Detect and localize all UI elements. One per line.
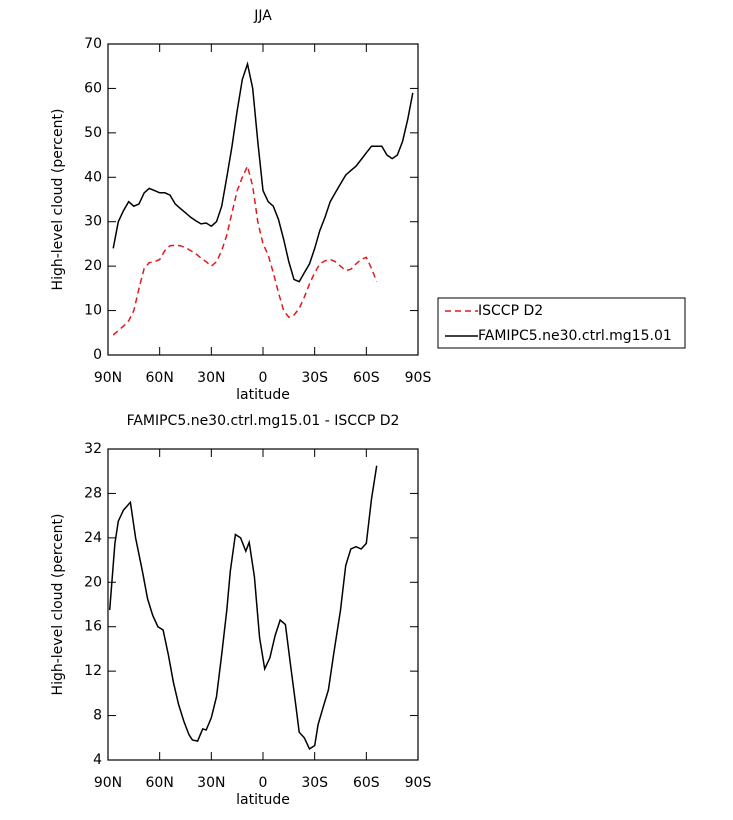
x-tick-label: 90N [94, 370, 122, 386]
y-tick-label: 8 [93, 708, 102, 724]
x-tick-label: 90S [405, 775, 432, 791]
y-tick-label: 28 [84, 485, 102, 501]
y-tick-label: 30 [84, 214, 102, 230]
legend-box [437, 297, 686, 349]
y-tick-label: 20 [84, 574, 102, 590]
y-tick-label: 24 [84, 530, 102, 546]
plot-frame [107, 43, 419, 356]
x-axis-label: latitude [236, 792, 290, 808]
y-tick-label: 12 [84, 663, 102, 679]
x-axis-label: latitude [236, 387, 290, 403]
x-tick-label: 60S [353, 775, 380, 791]
x-tick-label: 30S [301, 775, 328, 791]
y-axis-label: High-level cloud (percent) [50, 514, 66, 696]
y-tick-label: 32 [84, 441, 102, 457]
y-tick-label: 70 [84, 36, 102, 52]
y-axis-label: High-level cloud (percent) [50, 109, 66, 291]
series-line [112, 61, 414, 283]
x-tick-label: 0 [259, 775, 268, 791]
series-line [108, 465, 378, 750]
x-tick-label: 60N [146, 370, 174, 386]
y-tick-label: 20 [84, 258, 102, 274]
x-tick-label: 30S [301, 370, 328, 386]
legend-label: FAMIPC5.ne30.ctrl.mg15.01 [478, 328, 672, 344]
chart-title: FAMIPC5.ne30.ctrl.mg15.01 - ISCCP D2 [127, 413, 400, 429]
x-tick-label: 90N [94, 775, 122, 791]
chart-title: JJA [253, 8, 272, 24]
series-line [112, 163, 378, 336]
y-tick-label: 0 [93, 347, 102, 363]
y-tick-label: 10 [84, 303, 102, 319]
x-tick-label: 90S [405, 370, 432, 386]
legend-label: ISCCP D2 [478, 303, 543, 319]
y-tick-label: 60 [84, 80, 102, 96]
y-tick-label: 16 [84, 619, 102, 635]
x-tick-label: 60N [146, 775, 174, 791]
x-tick-label: 60S [353, 370, 380, 386]
x-tick-label: 30N [197, 775, 225, 791]
y-tick-label: 4 [93, 752, 102, 768]
x-tick-label: 30N [197, 370, 225, 386]
y-tick-label: 50 [84, 125, 102, 141]
x-tick-label: 0 [259, 370, 268, 386]
y-tick-label: 40 [84, 169, 102, 185]
